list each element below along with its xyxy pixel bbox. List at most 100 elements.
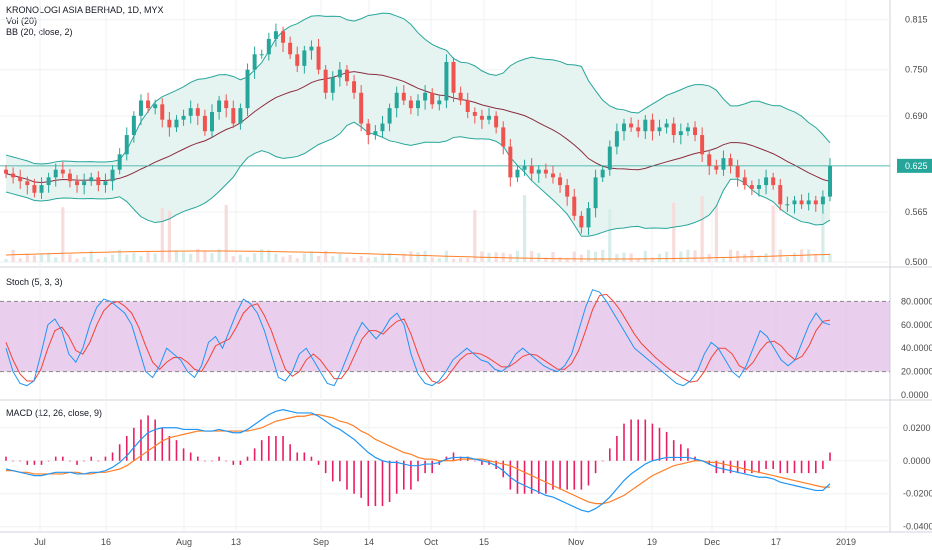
macd-histogram-bar xyxy=(807,460,810,474)
macd-histogram-bar xyxy=(758,460,760,474)
candle-body xyxy=(813,200,818,205)
price-panel[interactable] xyxy=(0,12,890,262)
macd-histogram-bar xyxy=(743,460,746,474)
volume-bar xyxy=(253,253,257,262)
candle-body xyxy=(195,108,200,116)
volume-bar xyxy=(231,256,235,262)
candle-body xyxy=(131,115,136,136)
candle-body xyxy=(600,169,605,178)
candle-body xyxy=(167,119,172,128)
bollinger-lower-line xyxy=(5,121,831,237)
stoch-tick-label: 80.0000 xyxy=(901,296,932,306)
volume-bar xyxy=(160,207,164,262)
macd-histogram-bar xyxy=(502,460,505,478)
time-tick-label: Sep xyxy=(313,537,329,547)
candle-body xyxy=(550,173,555,178)
candle-body xyxy=(685,127,690,132)
volume-bar xyxy=(473,210,477,262)
candle-body xyxy=(231,108,236,124)
volume-bar xyxy=(139,255,143,262)
macd-histogram-bar xyxy=(47,460,50,462)
candle-body xyxy=(423,92,428,101)
macd-histogram-bar xyxy=(19,460,22,462)
candle-body xyxy=(735,165,740,178)
volume-bar xyxy=(721,258,726,262)
volume-bar xyxy=(466,258,470,262)
macd-panel[interactable] xyxy=(5,409,831,513)
macd-histogram-bar xyxy=(161,427,164,461)
macd-tick-label: 0.0200 xyxy=(903,423,931,433)
candle-body xyxy=(202,115,207,132)
macd-histogram-bar xyxy=(289,444,291,461)
macd-histogram-bar xyxy=(331,460,334,482)
candle-body xyxy=(756,185,761,189)
candle-body xyxy=(89,177,94,182)
stoch-panel[interactable] xyxy=(0,289,890,387)
macd-histogram-bar xyxy=(587,460,590,486)
price-tick-label: 0.500 xyxy=(905,257,928,267)
candle-body xyxy=(678,131,683,136)
candle-body xyxy=(401,92,406,101)
macd-histogram-bar xyxy=(381,460,384,507)
stoch-tick-label: 60.0000 xyxy=(901,320,932,330)
volume-bar xyxy=(217,249,221,262)
macd-tick-label: -0.0200 xyxy=(903,489,932,499)
macd-histogram-bar xyxy=(211,460,213,462)
candle-body xyxy=(160,104,165,120)
chart-title: KRONOLOGI ASIA BERHAD, 1D, MYX xyxy=(6,5,164,15)
volume-bar xyxy=(700,196,704,262)
macd-histogram-bar xyxy=(722,460,725,474)
candle-body xyxy=(373,131,378,136)
macd-histogram-bar xyxy=(133,427,135,461)
candle-body xyxy=(451,62,456,93)
macd-histogram-bar xyxy=(729,460,732,474)
volume-bar xyxy=(764,253,768,262)
candle-body xyxy=(593,177,598,209)
candles xyxy=(4,23,832,236)
volume-bar xyxy=(146,251,150,262)
macd-histogram-bar xyxy=(566,460,568,490)
volume-bar xyxy=(68,254,72,262)
candle-body xyxy=(536,169,541,174)
candle-body xyxy=(728,158,733,166)
volume-bar xyxy=(515,250,520,262)
candle-body xyxy=(259,54,264,56)
volume-bar xyxy=(451,258,456,262)
candle-body xyxy=(543,169,548,174)
volume-bar xyxy=(18,258,22,262)
volume-bar xyxy=(54,257,58,262)
macd-histogram-bar xyxy=(672,440,675,461)
candle-body xyxy=(643,119,648,132)
candle-body xyxy=(252,54,257,70)
macd-histogram-bar xyxy=(410,460,412,490)
macd-histogram-bar xyxy=(779,460,782,474)
volume-bar xyxy=(153,253,157,262)
macd-histogram-bar xyxy=(62,456,64,461)
macd-line xyxy=(5,409,831,513)
volume-bar xyxy=(643,250,647,262)
price-tick-label: 0.750 xyxy=(905,65,928,75)
macd-histogram-bar xyxy=(424,460,426,474)
candle-body xyxy=(501,127,506,147)
candle-body xyxy=(437,100,442,105)
candle-body xyxy=(515,169,520,178)
candle-body xyxy=(820,196,825,205)
volume-bar xyxy=(736,250,740,262)
candle-body xyxy=(622,123,626,132)
time-tick-label: Dec xyxy=(704,537,721,547)
candle-body xyxy=(67,173,72,182)
candle-body xyxy=(245,69,250,109)
macd-legend: MACD (12, 26, close, 9) xyxy=(6,408,103,418)
time-tick-label: 2019 xyxy=(836,537,856,547)
volume-bar xyxy=(359,255,363,262)
volume-bar xyxy=(757,255,761,262)
volume-bar xyxy=(118,249,122,262)
volume-bar xyxy=(743,254,747,262)
macd-histogram-bar xyxy=(253,448,256,461)
volume-bar xyxy=(601,249,605,262)
volume-bar xyxy=(32,255,37,262)
candle-body xyxy=(529,165,534,174)
stoch-tick-label: 40.0000 xyxy=(901,343,932,353)
volume-bar xyxy=(395,257,399,262)
